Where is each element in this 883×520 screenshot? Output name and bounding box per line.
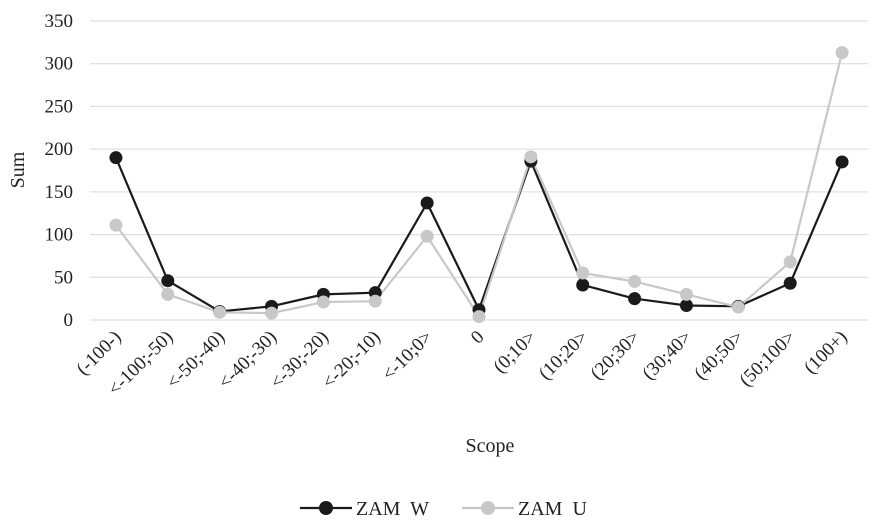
legend-label-series-2: ZAM U [518, 498, 587, 520]
y-tick-labels: 0 50 100 150 200 250 300 350 [45, 11, 74, 331]
x-tick-label: <-20;-10) [318, 327, 384, 393]
data-point-series-2 [576, 266, 590, 280]
data-point-series-2 [265, 306, 279, 320]
legend-label-series-1: ZAM W [356, 498, 429, 520]
data-point-series-2 [420, 229, 434, 243]
legend-item-series-1: ZAM W [300, 498, 429, 520]
y-tick-label: 200 [45, 139, 74, 160]
data-point-series-2 [316, 295, 330, 309]
data-point-series-2 [783, 255, 797, 269]
y-tick-label: 0 [64, 310, 74, 331]
y-axis-title: Sum [7, 151, 29, 188]
data-point-series-2 [109, 218, 123, 232]
y-tick-label: 250 [45, 96, 74, 117]
legend: ZAM W ZAM U [300, 498, 587, 520]
data-point-series-1 [679, 298, 693, 312]
gridlines [90, 20, 868, 321]
x-tick-label: (20;30> [587, 327, 645, 385]
data-point-series-1 [109, 151, 123, 165]
y-tick-label: 350 [45, 11, 74, 32]
x-tick-label: (100+) [800, 327, 852, 379]
data-point-series-1 [835, 155, 849, 169]
y-tick-label: 50 [54, 267, 73, 288]
data-point-series-2 [731, 300, 745, 314]
data-point-series-2 [368, 294, 382, 308]
legend-marker-series-2 [481, 501, 495, 515]
data-point-series-2 [524, 150, 538, 164]
x-tick-label: (30;40> [638, 327, 696, 385]
x-tick-label: (50;100> [736, 327, 800, 391]
data-point-series-2 [679, 287, 693, 301]
y-tick-label: 100 [45, 225, 74, 246]
data-point-series-2 [835, 46, 849, 60]
data-point-series-2 [213, 305, 227, 319]
data-point-series-2 [628, 275, 642, 289]
data-point-series-1 [783, 276, 797, 290]
x-tick-label: <-10;0> [378, 327, 436, 385]
data-point-series-1 [628, 292, 642, 306]
data-point-series-2 [161, 287, 175, 301]
data-point-series-1 [420, 196, 434, 210]
data-point-series-1 [576, 278, 590, 292]
x-tick-label: (10;20> [535, 327, 593, 385]
data-point-series-1 [161, 274, 175, 288]
x-tick-labels: (-100-)<-100;-50)<-50;-40)<-40;-30)<-30;… [73, 327, 852, 400]
legend-marker-series-1 [319, 501, 333, 515]
y-tick-label: 300 [45, 54, 74, 75]
x-axis-title: Scope [466, 435, 515, 457]
series-points [109, 46, 849, 324]
x-tick-label: (0;10> [490, 327, 541, 378]
legend-item-series-2: ZAM U [462, 498, 587, 520]
data-point-series-2 [472, 310, 486, 324]
y-tick-label: 150 [45, 182, 74, 203]
x-tick-label: 0 [467, 327, 489, 349]
